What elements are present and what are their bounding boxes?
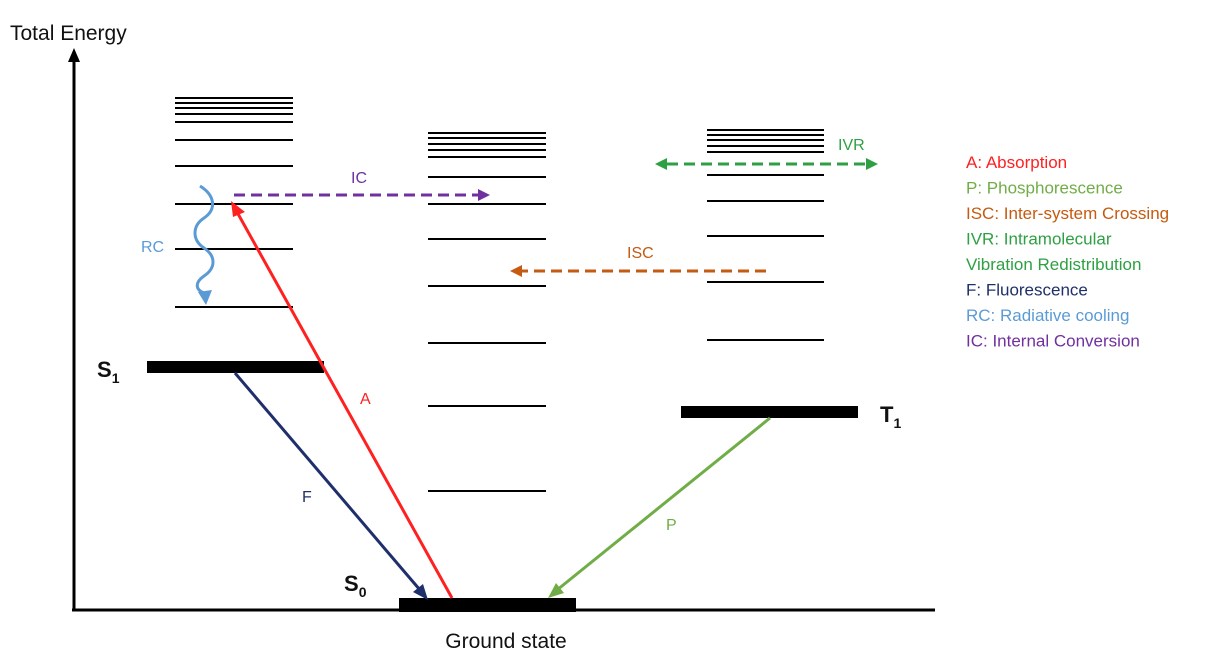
phosphorescence-arrowhead — [548, 583, 564, 598]
s1-state-bar — [147, 361, 324, 373]
legend-item: RC: Radiative cooling — [966, 306, 1129, 325]
s1-vibrational-levels — [175, 97, 293, 308]
absorption-arrowhead — [231, 201, 245, 217]
legend-item: IVR: Intramolecular — [966, 230, 1112, 249]
s1-label: S1 — [97, 357, 120, 386]
s0-vibrational-levels — [428, 132, 546, 492]
legend-item: F: Fluorescence — [966, 281, 1088, 300]
absorption-label: A — [360, 391, 371, 408]
x-axis-title: Ground state — [445, 630, 566, 653]
t1-vibrational-levels — [707, 129, 824, 341]
legend-item: P: Phosphorescence — [966, 179, 1123, 198]
ic-arrowhead — [478, 189, 490, 201]
s0-label: S0 — [344, 571, 367, 600]
rc-arrowhead — [198, 290, 212, 305]
legend: A: Absorption P: Phosphorescence ISC: Inte… — [966, 153, 1169, 351]
phosphorescence-arrow — [556, 416, 771, 592]
t1-state-bar — [681, 406, 858, 418]
ivr-label: IVR — [838, 137, 865, 154]
rc-wavy-arrow — [193, 184, 215, 295]
legend-item: ISC: Inter-system Crossing — [966, 204, 1169, 223]
phosphorescence-label: P — [666, 517, 677, 534]
t1-label: T1 — [880, 402, 901, 431]
ivr-arrowhead-left — [655, 158, 667, 170]
ic-label: IC — [351, 170, 367, 187]
fluorescence-arrowhead — [413, 584, 428, 600]
legend-item: IC: Internal Conversion — [966, 332, 1140, 351]
s0-state-bar — [399, 598, 576, 612]
legend-item: A: Absorption — [966, 153, 1067, 172]
isc-arrowhead — [510, 265, 522, 277]
ivr-arrowhead-right — [866, 158, 878, 170]
y-axis-title: Total Energy — [10, 22, 127, 45]
rc-label: RC — [141, 239, 164, 256]
absorption-arrow — [235, 211, 454, 599]
fluorescence-arrow — [233, 372, 422, 591]
isc-label: ISC — [627, 245, 654, 262]
fluorescence-label: F — [302, 489, 312, 506]
y-axis-arrowhead — [68, 48, 80, 62]
legend-item: Vibration Redistribution — [966, 255, 1141, 274]
